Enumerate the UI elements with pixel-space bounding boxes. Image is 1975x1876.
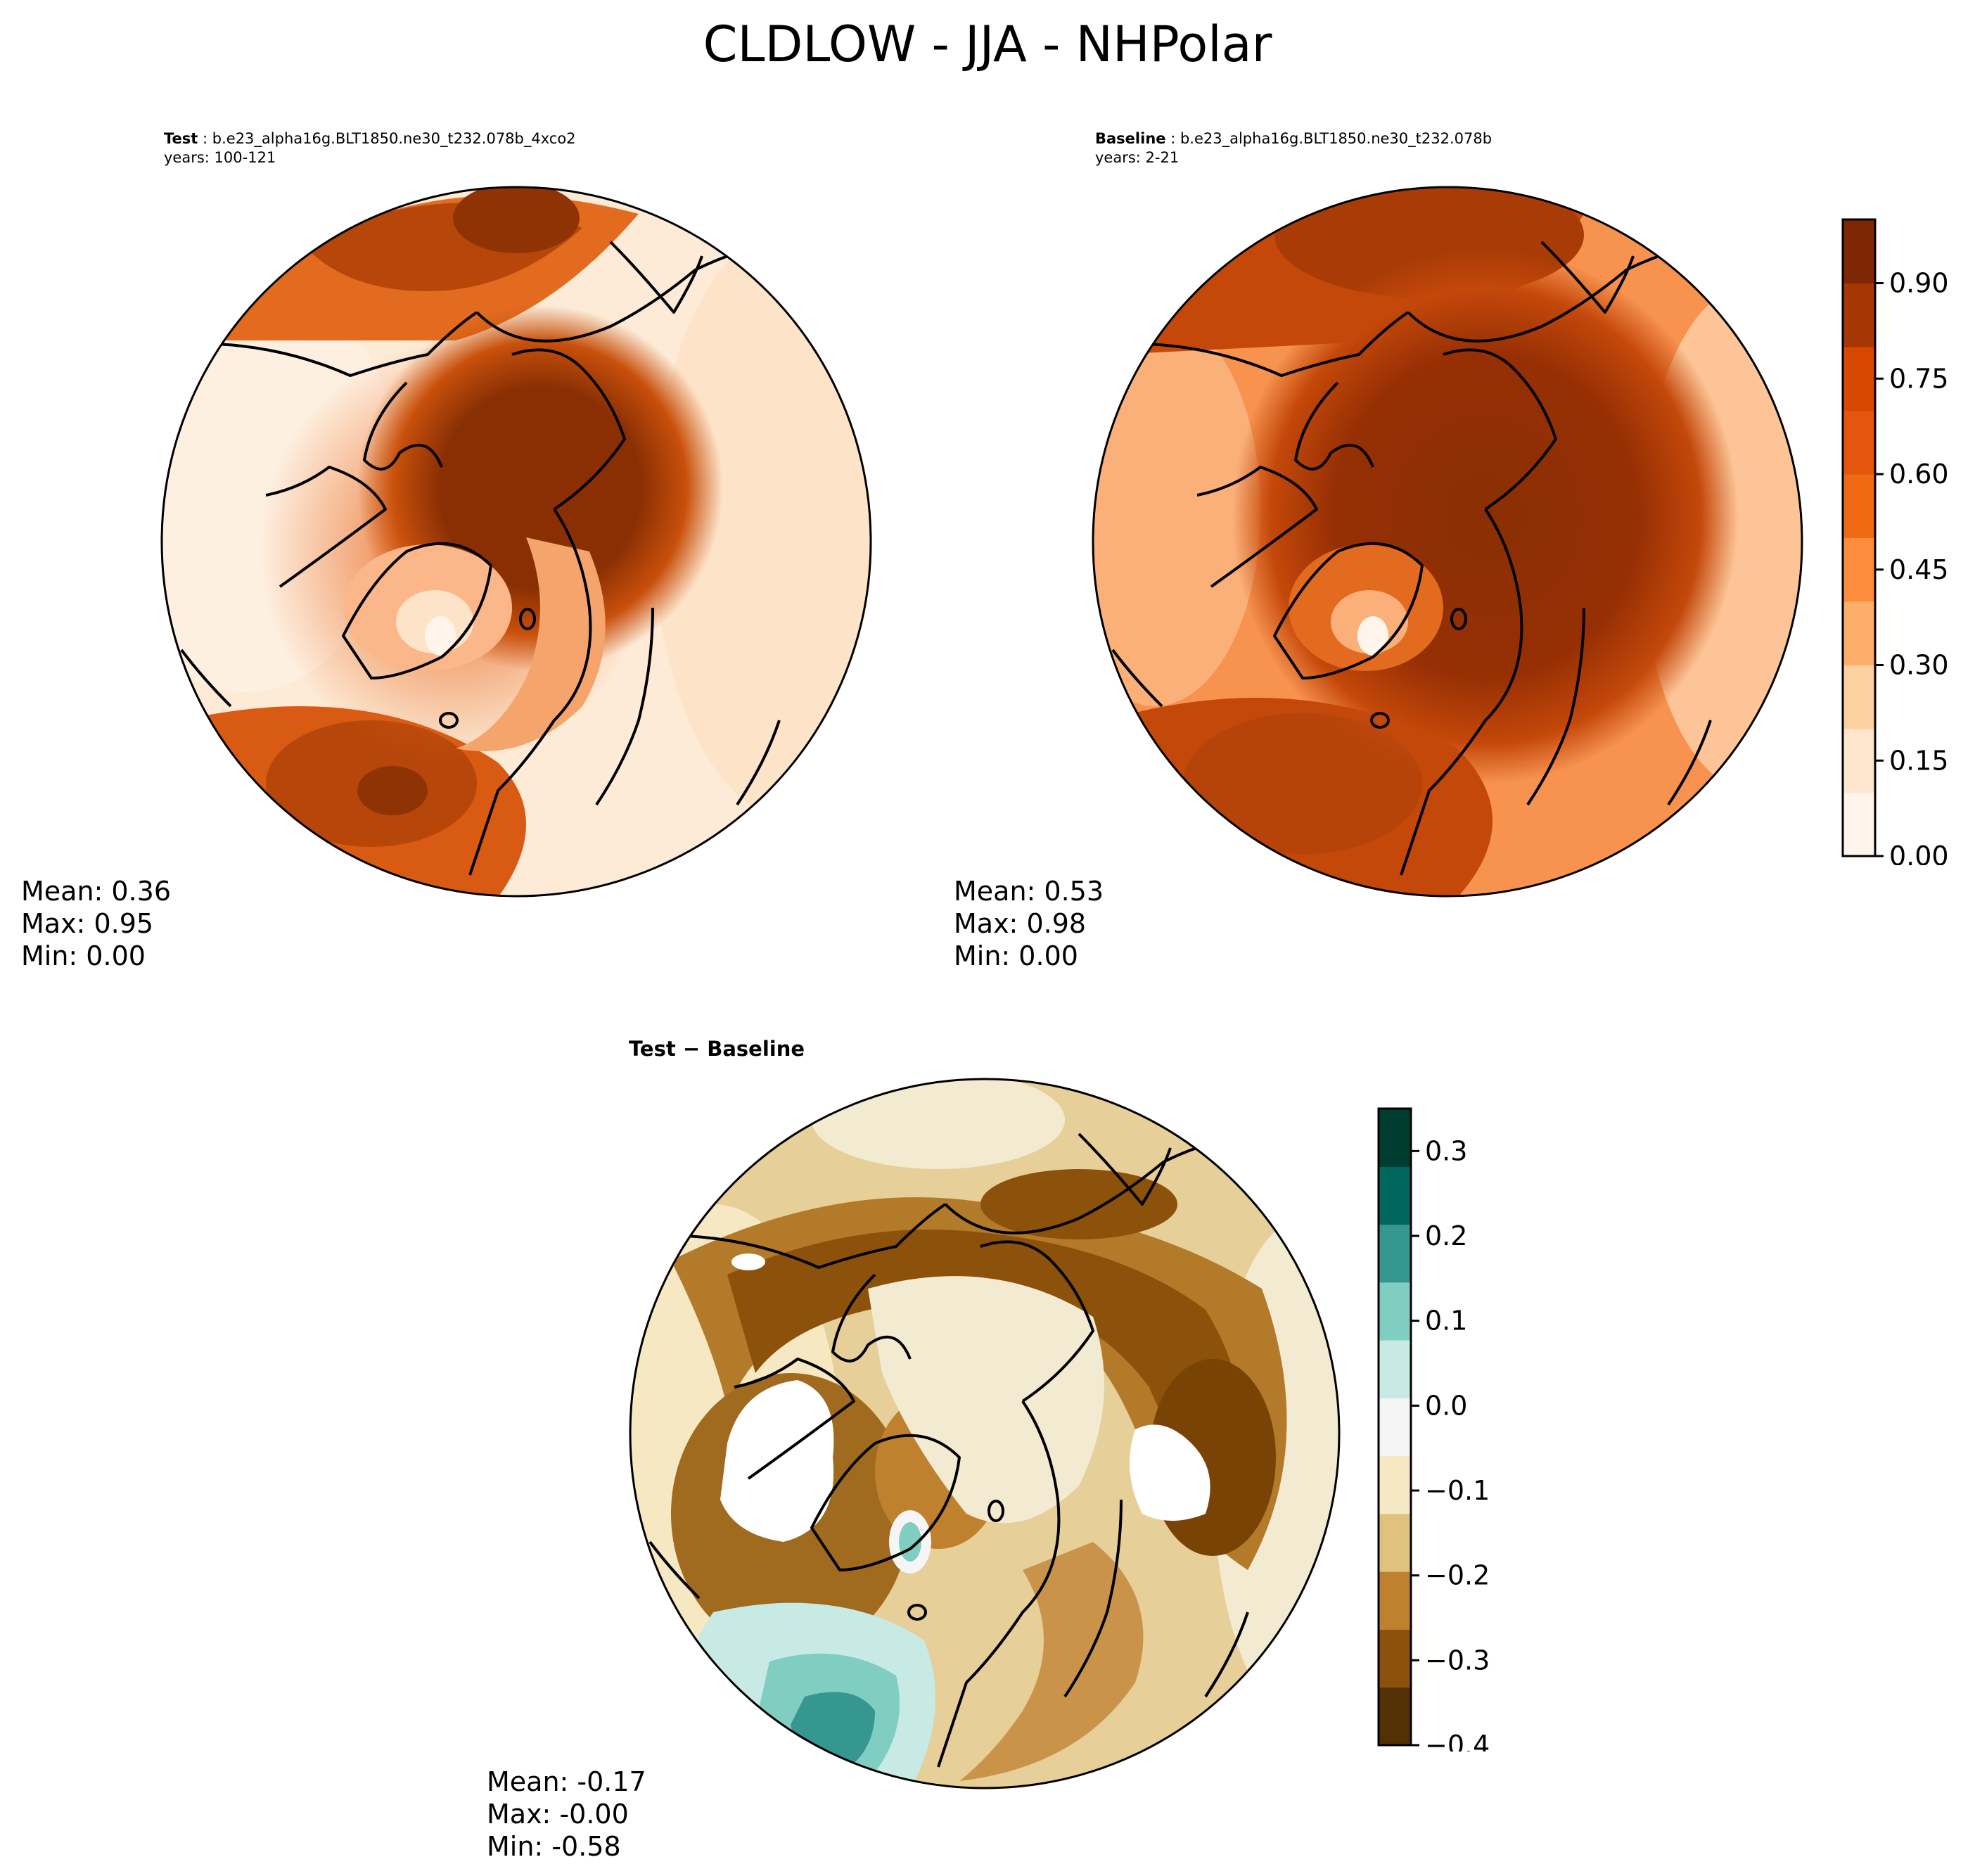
test-polar-map bbox=[160, 186, 872, 898]
test-years: years: 100-121 bbox=[164, 149, 276, 166]
baseline-min: Min: 0.00 bbox=[954, 940, 1078, 971]
baseline-case-header: Baseline : b.e23_alpha16g.BLT1850.ne30_t… bbox=[1095, 130, 1493, 147]
abs-colorbar-color-segment bbox=[1843, 283, 1875, 347]
abs-colorbar-tick-label: 0.75 bbox=[1889, 363, 1949, 394]
abs-colorbar-color-segment bbox=[1843, 665, 1875, 729]
diff-colorbar-tick-label: 0.0 bbox=[1425, 1390, 1467, 1421]
abs-colorbar-tick-label: 0.60 bbox=[1889, 459, 1949, 490]
diff-colorbar-tick-label: −0.2 bbox=[1425, 1560, 1490, 1591]
diff-colorbar-tick-label: 0.1 bbox=[1425, 1306, 1467, 1336]
abs-colorbar-color-segment bbox=[1843, 219, 1875, 283]
abs-colorbar-color-segment bbox=[1843, 347, 1875, 411]
diff-colorbar-tick-label: −0.1 bbox=[1425, 1475, 1490, 1506]
abs-colorbar-color-segment bbox=[1843, 410, 1875, 475]
baseline-mean: Mean: 0.53 bbox=[954, 876, 1104, 907]
difference-colorbar: −0.4 −0.3 −0.2 −0.1 0.0 0.1 0.2 0.3 bbox=[1377, 1107, 1490, 1751]
test-min: Min: 0.00 bbox=[21, 940, 146, 971]
diff-colorbar-color-segment bbox=[1379, 1398, 1411, 1457]
test-mean: Mean: 0.36 bbox=[21, 876, 172, 907]
diff-colorbar-color-segment bbox=[1379, 1109, 1411, 1167]
diff-colorbar-tick-label: 0.3 bbox=[1425, 1135, 1467, 1166]
diff-colorbar-color-segment bbox=[1379, 1166, 1411, 1225]
difference-title: Test − Baseline bbox=[629, 1037, 805, 1061]
baseline-stats: Mean: 0.53 Max: 0.98 Min: 0.00 bbox=[954, 875, 1104, 972]
abs-colorbar-tick-label: 0.45 bbox=[1889, 554, 1949, 585]
abs-colorbar-tick-label: 0.90 bbox=[1889, 268, 1949, 299]
abs-colorbar-color-segment bbox=[1843, 792, 1875, 857]
diff-colorbar-color-segment bbox=[1379, 1224, 1411, 1283]
abs-colorbar-color-segment bbox=[1843, 474, 1875, 538]
diff-colorbar-tick-label: 0.2 bbox=[1425, 1220, 1467, 1251]
abs-colorbar-tick-label: 0.30 bbox=[1889, 650, 1949, 681]
abs-colorbar-color-segment bbox=[1843, 601, 1875, 665]
diff-colorbar-color-segment bbox=[1379, 1513, 1411, 1572]
test-label: Test bbox=[164, 130, 198, 147]
baseline-years: years: 2-21 bbox=[1095, 149, 1180, 166]
difference-min: Min: -0.58 bbox=[487, 1831, 621, 1862]
diff-colorbar-frame bbox=[1377, 1107, 1412, 1747]
diff-colorbar-color-segment bbox=[1379, 1340, 1411, 1398]
abs-colorbar-color-segment bbox=[1843, 729, 1875, 793]
baseline-max: Max: 0.98 bbox=[954, 908, 1087, 939]
figure-title: CLDLOW - JJA - NHPolar bbox=[703, 15, 1272, 73]
test-stats: Mean: 0.36 Max: 0.95 Min: 0.00 bbox=[21, 875, 171, 972]
baseline-label: Baseline bbox=[1095, 130, 1166, 147]
diff-colorbar-color-segment bbox=[1379, 1282, 1411, 1341]
diff-colorbar-color-segment bbox=[1379, 1571, 1411, 1630]
abs-colorbar-color-segment bbox=[1843, 537, 1875, 602]
diff-colorbar-tick-label: −0.4 bbox=[1425, 1730, 1490, 1751]
abs-colorbar-tick-label: 0.00 bbox=[1889, 841, 1949, 865]
test-case-header: Test : b.e23_alpha16g.BLT1850.ne30_t232.… bbox=[164, 130, 576, 147]
difference-stats: Mean: -0.17 Max: -0.00 Min: -0.58 bbox=[487, 1766, 646, 1863]
test-case-name: b.e23_alpha16g.BLT1850.ne30_t232.078b_4x… bbox=[212, 130, 576, 147]
difference-polar-map bbox=[629, 1078, 1341, 1789]
diff-colorbar-color-segment bbox=[1379, 1629, 1411, 1688]
abs-colorbar-tick-label: 0.15 bbox=[1889, 745, 1949, 776]
absolute-colorbar: 0.00 0.15 0.30 0.45 0.60 0.75 0.90 bbox=[1841, 218, 1949, 865]
test-max: Max: 0.95 bbox=[21, 908, 154, 939]
abs-colorbar-frame bbox=[1841, 218, 1877, 857]
baseline-polar-map bbox=[1092, 186, 1803, 898]
baseline-case-name: b.e23_alpha16g.BLT1850.ne30_t232.078b bbox=[1180, 130, 1493, 147]
diff-colorbar-color-segment bbox=[1379, 1455, 1411, 1514]
diff-colorbar-tick-label: −0.3 bbox=[1425, 1645, 1490, 1676]
diff-colorbar-color-segment bbox=[1379, 1687, 1411, 1746]
difference-mean: Mean: -0.17 bbox=[487, 1766, 646, 1797]
difference-max: Max: -0.00 bbox=[487, 1799, 629, 1830]
